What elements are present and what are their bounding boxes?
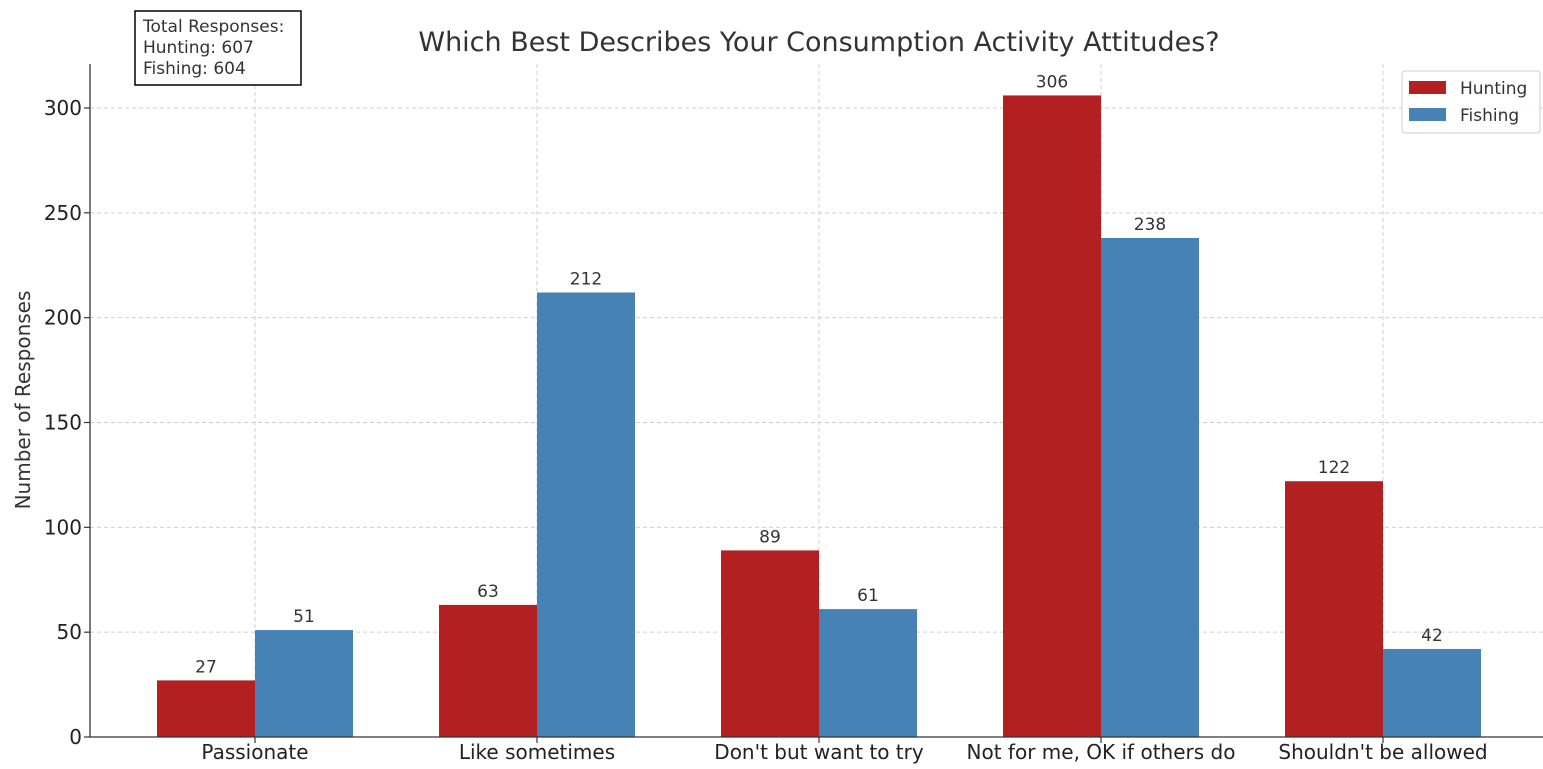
chart-title: Which Best Describes Your Consumption Ac… bbox=[418, 27, 1219, 58]
y-tick-label: 150 bbox=[44, 411, 82, 435]
value-label-hunting-shouldn-t-be-allowed: 122 bbox=[1318, 458, 1350, 478]
bar-fishing-not-for-me-ok-if-others-do bbox=[1101, 237, 1199, 737]
x-tick-label-not-for-me-ok-if-others-do: Not for me, OK if others do bbox=[967, 740, 1236, 764]
y-tick-labels: 0 50 100 150 200 250 300 bbox=[44, 96, 90, 749]
bar-hunting-passionate bbox=[157, 680, 255, 737]
bar-hunting-don-t-but-want-to-try bbox=[721, 550, 819, 737]
value-label-fishing-passionate: 51 bbox=[293, 607, 315, 627]
annotation-line-2: Hunting: 607 bbox=[143, 38, 254, 58]
bar-fishing-passionate bbox=[255, 630, 353, 737]
bar-hunting-shouldn-t-be-allowed bbox=[1285, 481, 1383, 737]
annotation-line-3: Fishing: 604 bbox=[143, 59, 246, 79]
annotation-line-1: Total Responses: bbox=[142, 17, 284, 37]
legend-swatch-hunting bbox=[1409, 81, 1446, 94]
bar-value-labels: 27 63 89 306 122 51 212 61 238 42 bbox=[195, 72, 1443, 677]
y-tick-label: 250 bbox=[44, 201, 82, 225]
value-label-hunting-don-t-but-want-to-try: 89 bbox=[759, 527, 781, 547]
bar-fishing-don-t-but-want-to-try bbox=[819, 609, 917, 737]
y-axis-label: Number of Responses bbox=[11, 291, 35, 510]
value-label-fishing-like-sometimes: 212 bbox=[570, 270, 602, 290]
bar-hunting-like-sometimes bbox=[439, 604, 537, 737]
x-tick-label-don-t-but-want-to-try: Don't but want to try bbox=[714, 740, 924, 764]
bar-fishing-shouldn-t-be-allowed bbox=[1383, 648, 1481, 737]
legend-label-fishing: Fishing bbox=[1460, 106, 1519, 126]
x-tick-label-like-sometimes: Like sometimes bbox=[459, 740, 615, 764]
value-label-fishing-don-t-but-want-to-try: 61 bbox=[857, 586, 879, 606]
x-tick-label-shouldn-t-be-allowed: Shouldn't be allowed bbox=[1278, 740, 1487, 764]
x-tick-labels: Passionate Like sometimes Don't but want t… bbox=[201, 737, 1488, 764]
legend-swatch-fishing bbox=[1409, 108, 1446, 121]
bars bbox=[157, 95, 1481, 738]
x-tick-label-passionate: Passionate bbox=[201, 740, 308, 764]
bar-hunting-not-for-me-ok-if-others-do bbox=[1003, 95, 1101, 738]
axes bbox=[89, 64, 1543, 738]
value-label-fishing-not-for-me-ok-if-others-do: 238 bbox=[1134, 215, 1166, 235]
value-label-hunting-passionate: 27 bbox=[195, 657, 217, 677]
legend-label-hunting: Hunting bbox=[1460, 79, 1527, 99]
y-tick-label: 300 bbox=[44, 96, 82, 120]
legend: Hunting Fishing bbox=[1401, 70, 1541, 134]
y-tick-label: 100 bbox=[44, 515, 82, 539]
y-tick-label: 200 bbox=[44, 306, 82, 330]
y-tick-label: 50 bbox=[57, 620, 82, 644]
value-label-hunting-like-sometimes: 63 bbox=[477, 582, 499, 602]
value-label-fishing-shouldn-t-be-allowed: 42 bbox=[1421, 626, 1443, 646]
total-responses-box: Total Responses: Hunting: 607 Fishing: 6… bbox=[134, 10, 302, 86]
bar-fishing-like-sometimes bbox=[537, 292, 635, 737]
y-tick-label: 0 bbox=[69, 725, 82, 749]
value-label-hunting-not-for-me-ok-if-others-do: 306 bbox=[1036, 72, 1068, 92]
